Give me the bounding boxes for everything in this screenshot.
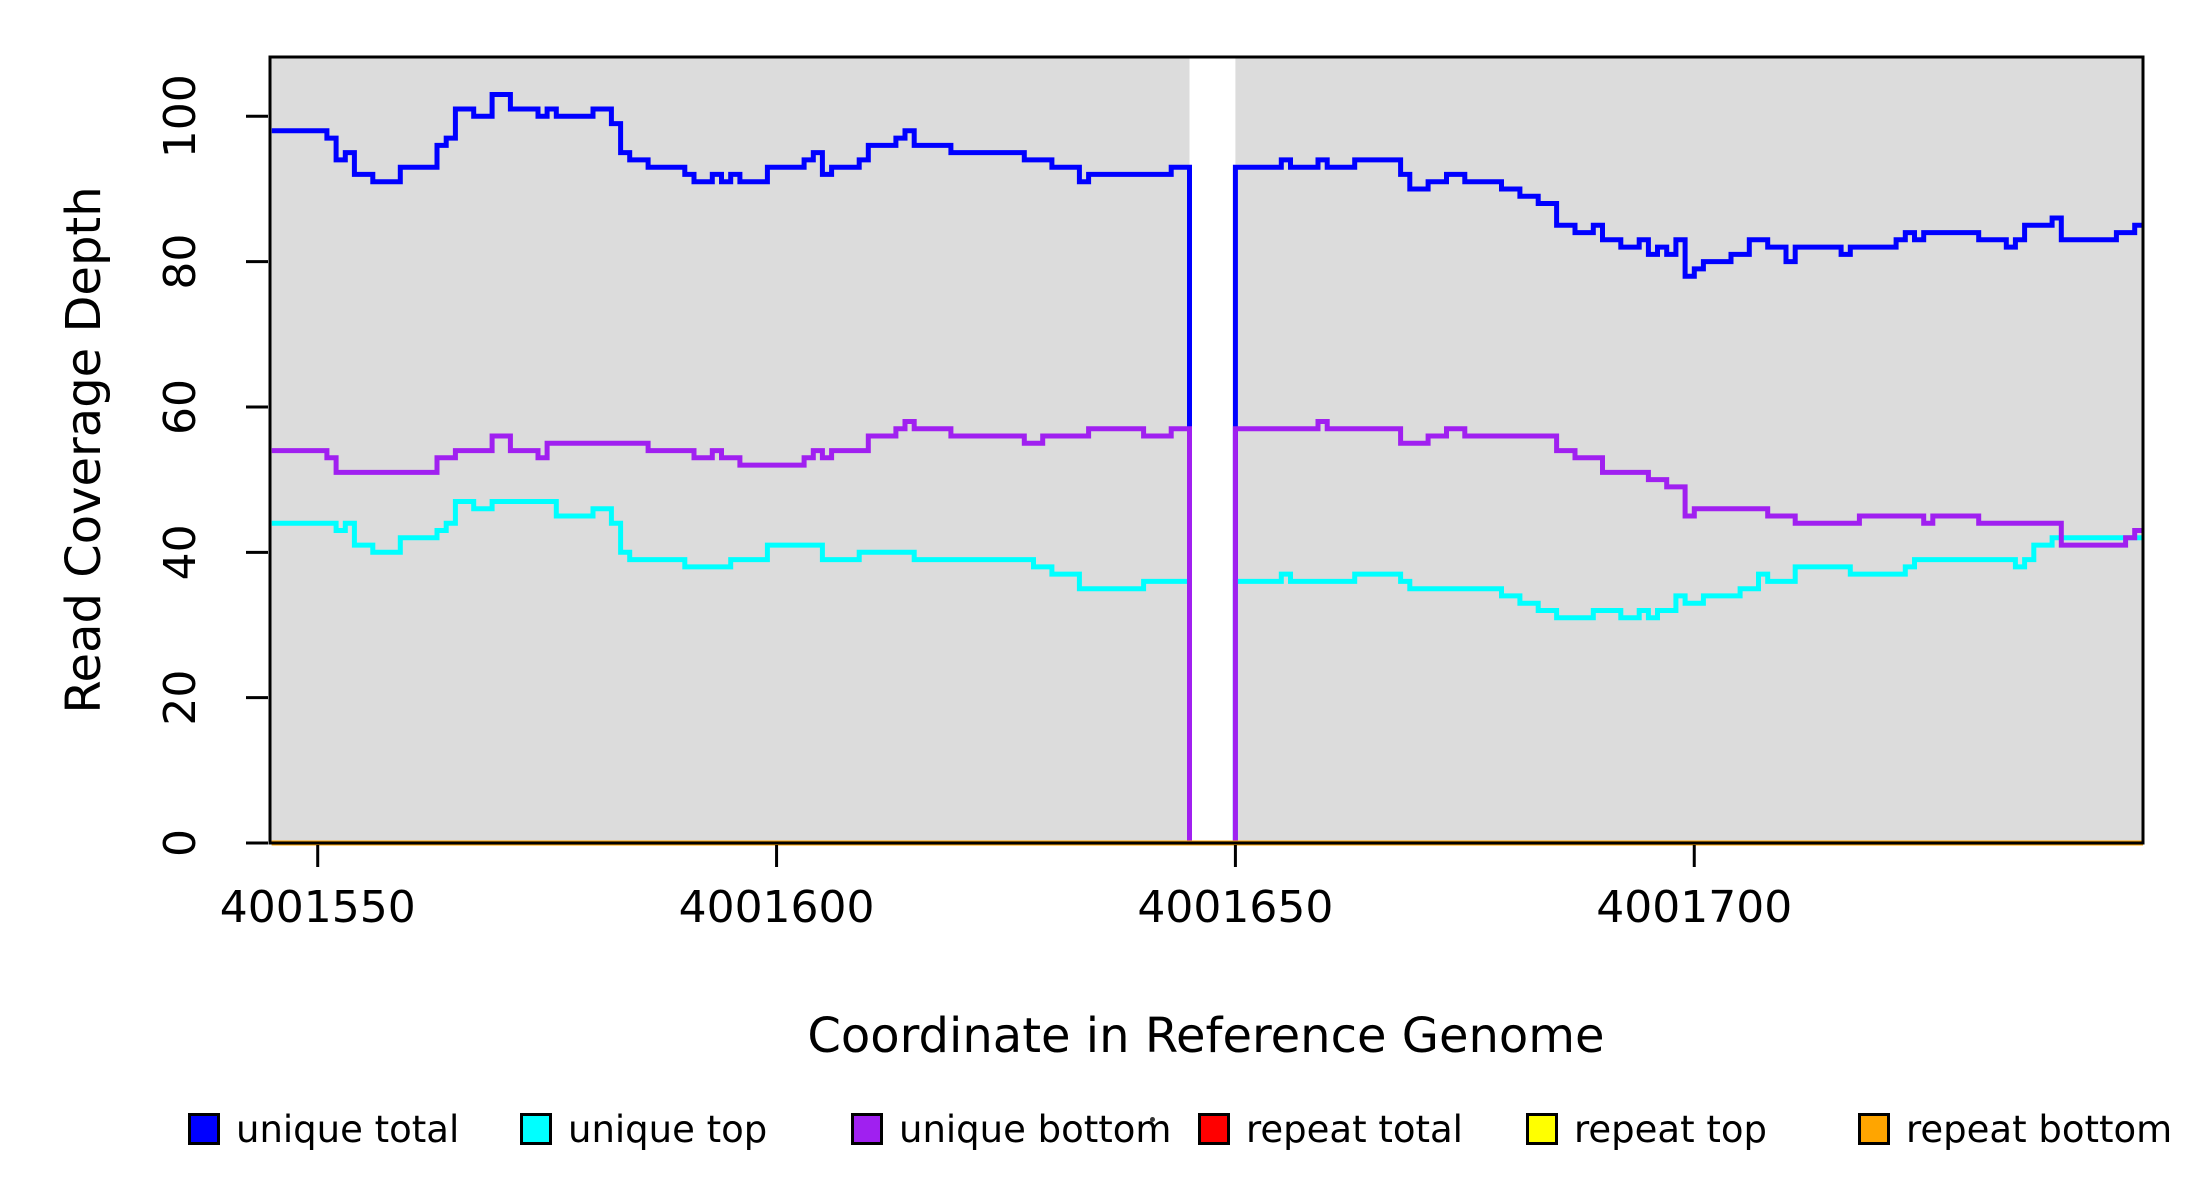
legend: unique total unique top unique bottom repea…: [0, 1108, 2200, 1168]
legend-item-label: unique top: [568, 1107, 768, 1151]
y-axis-label: Read Coverage Depth: [56, 186, 112, 713]
x-tick-label: 4001550: [220, 882, 416, 933]
legend-item-repeat-top: repeat top: [1526, 1107, 1767, 1151]
legend-item-unique-total: unique total: [188, 1107, 460, 1151]
stray-dot: [1150, 1117, 1155, 1122]
legend-item-repeat-bottom: repeat bottom: [1858, 1107, 2173, 1151]
plot-border: [268, 55, 2145, 845]
series-line-unique-total: [271, 92, 2143, 846]
series-line-unique-top: [271, 499, 2143, 846]
legend-item-unique-bottom: unique bottom: [851, 1107, 1172, 1151]
legend-swatch-icon: [188, 1113, 220, 1145]
y-tick-label: 60: [155, 379, 206, 435]
legend-swatch-icon: [851, 1113, 883, 1145]
x-tick-label: 4001650: [1137, 882, 1333, 933]
legend-item-label: unique total: [236, 1107, 460, 1151]
legend-item-label: repeat top: [1574, 1107, 1767, 1151]
x-axis-label: Coordinate in Reference Genome: [807, 1008, 1604, 1064]
coverage-gap: [1189, 57, 1236, 843]
legend-swatch-icon: [1198, 1113, 1230, 1145]
series-line-unique-bottom: [271, 419, 2143, 846]
y-tick-label: 40: [155, 524, 206, 580]
legend-swatch-icon: [520, 1113, 552, 1145]
legend-item-unique-top: unique top: [520, 1107, 768, 1151]
legend-item-repeat-total: repeat total: [1198, 1107, 1463, 1151]
legend-swatch-icon: [1526, 1113, 1558, 1145]
y-tick-label: 0: [155, 829, 206, 857]
legend-item-label: repeat bottom: [1906, 1107, 2173, 1151]
legend-item-label: repeat total: [1246, 1107, 1463, 1151]
legend-item-label: unique bottom: [899, 1107, 1172, 1151]
y-tick-label: 100: [155, 74, 206, 158]
x-tick-label: 4001600: [679, 882, 875, 933]
x-tick-label: 4001700: [1596, 882, 1792, 933]
y-tick-label: 80: [155, 234, 206, 290]
y-tick-label: 20: [155, 670, 206, 726]
legend-swatch-icon: [1858, 1113, 1890, 1145]
